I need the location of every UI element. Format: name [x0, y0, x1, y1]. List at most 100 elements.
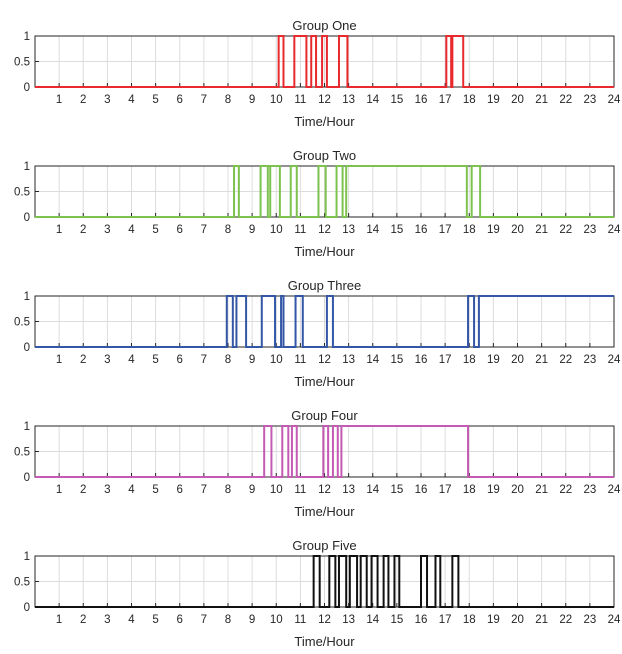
x-tick-label: 13: [342, 614, 355, 626]
x-tick-label: 11: [294, 224, 306, 236]
x-tick-label: 1: [56, 614, 62, 626]
y-tick-label: 0.5: [14, 187, 30, 199]
x-tick-label: 19: [487, 94, 500, 106]
x-tick-label: 18: [463, 614, 476, 626]
x-tick-label: 12: [318, 614, 331, 626]
x-tick-label: 20: [511, 484, 524, 496]
series-line: [35, 555, 614, 608]
x-tick-label: 10: [270, 224, 283, 236]
x-tick-label: 4: [128, 354, 135, 366]
x-tick-label: 13: [342, 224, 355, 236]
x-tick-label: 8: [225, 614, 231, 626]
x-tick-label: 1: [56, 94, 62, 106]
x-tick-label: 17: [439, 224, 452, 236]
x-tick-label: 12: [318, 94, 331, 106]
x-tick-label: 13: [342, 354, 355, 366]
x-tick-label: 16: [415, 614, 428, 626]
x-axis-label: Time/Hour: [294, 114, 355, 129]
x-tick-label: 8: [225, 94, 231, 106]
x-tick-label: 5: [152, 224, 158, 236]
chart-title: Group Two: [293, 148, 356, 163]
x-tick-label: 5: [152, 484, 158, 496]
x-tick-label: 11: [294, 354, 306, 366]
x-tick-label: 3: [104, 484, 110, 496]
x-tick-label: 2: [80, 484, 86, 496]
x-tick-label: 17: [439, 484, 452, 496]
x-tick-label: 4: [128, 484, 135, 496]
y-tick-label: 0: [24, 472, 30, 484]
x-tick-label: 24: [608, 614, 621, 626]
x-tick-label: 15: [390, 354, 403, 366]
x-tick-label: 7: [201, 224, 207, 236]
x-tick-label: 7: [201, 484, 207, 496]
x-tick-label: 2: [80, 354, 86, 366]
y-tick-label: 0: [24, 82, 30, 94]
x-tick-label: 18: [463, 484, 476, 496]
x-tick-label: 5: [152, 614, 158, 626]
x-tick-label: 16: [415, 224, 428, 236]
x-tick-label: 18: [463, 94, 476, 106]
x-tick-label: 8: [225, 224, 231, 236]
x-axis-label: Time/Hour: [294, 244, 355, 259]
x-tick-label: 7: [201, 94, 207, 106]
y-tick-label: 0: [24, 212, 30, 224]
x-tick-label: 20: [511, 354, 524, 366]
x-tick-label: 12: [318, 224, 331, 236]
x-tick-label: 9: [249, 94, 255, 106]
x-tick-label: 21: [535, 614, 548, 626]
x-axis-label: Time/Hour: [294, 504, 355, 519]
x-tick-label: 24: [608, 484, 621, 496]
x-tick-label: 17: [439, 94, 452, 106]
x-tick-label: 6: [177, 354, 183, 366]
y-tick-label: 1: [24, 31, 30, 43]
x-tick-label: 21: [535, 94, 548, 106]
chart-title: Group Three: [288, 278, 361, 293]
series-line: [35, 295, 614, 348]
x-tick-label: 4: [128, 94, 135, 106]
x-tick-label: 16: [415, 94, 428, 106]
x-tick-label: 11: [294, 94, 306, 106]
x-tick-label: 22: [559, 484, 572, 496]
x-tick-label: 13: [342, 94, 355, 106]
x-tick-label: 2: [80, 94, 86, 106]
x-tick-label: 5: [152, 94, 158, 106]
x-tick-label: 22: [559, 354, 572, 366]
x-tick-label: 14: [366, 614, 379, 626]
x-tick-label: 12: [318, 354, 331, 366]
x-tick-label: 10: [270, 484, 283, 496]
x-tick-label: 6: [177, 614, 183, 626]
x-tick-label: 24: [608, 94, 621, 106]
chart-title: Group Five: [292, 538, 356, 553]
series-line: [35, 425, 614, 478]
x-tick-label: 23: [583, 614, 596, 626]
x-tick-label: 20: [511, 224, 524, 236]
y-tick-label: 0: [24, 602, 30, 614]
x-tick-label: 3: [104, 224, 110, 236]
x-tick-label: 13: [342, 484, 355, 496]
y-tick-label: 0: [24, 342, 30, 354]
y-tick-label: 0.5: [14, 447, 30, 459]
x-tick-label: 6: [177, 484, 183, 496]
x-tick-label: 10: [270, 94, 283, 106]
x-tick-label: 19: [487, 614, 500, 626]
x-tick-label: 23: [583, 94, 596, 106]
x-tick-label: 1: [56, 484, 62, 496]
x-tick-label: 16: [415, 354, 428, 366]
x-tick-label: 15: [390, 614, 403, 626]
x-tick-label: 18: [463, 224, 476, 236]
x-axis-label: Time/Hour: [294, 634, 355, 649]
x-tick-label: 7: [201, 354, 207, 366]
x-tick-label: 1: [56, 354, 62, 366]
x-tick-label: 24: [608, 354, 621, 366]
x-tick-label: 12: [318, 484, 331, 496]
chart-title: Group Four: [291, 408, 358, 423]
x-tick-label: 19: [487, 484, 500, 496]
x-tick-label: 10: [270, 354, 283, 366]
x-tick-label: 19: [487, 354, 500, 366]
x-tick-label: 7: [201, 614, 207, 626]
